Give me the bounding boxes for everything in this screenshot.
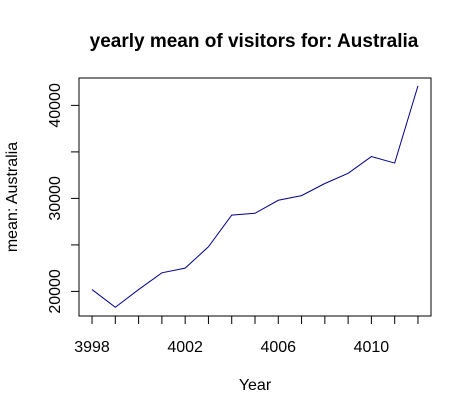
x-tick-label: 3998: [74, 339, 110, 356]
plot-frame: [78, 77, 432, 317]
x-tick-label: 4002: [167, 339, 203, 356]
y-tick-label: 20000: [47, 269, 64, 314]
x-tick-label: 4010: [354, 339, 390, 356]
x-tick-label: 4006: [260, 339, 296, 356]
y-tick-label: 30000: [47, 176, 64, 221]
x-axis: 3998 4002 4006 4010: [74, 315, 419, 356]
y-tick-label: 40000: [47, 83, 64, 128]
x-axis-label: Year: [239, 377, 272, 394]
y-axis-label: mean: Australia: [4, 142, 21, 252]
series-line-australia: [91, 85, 419, 308]
chart-title: yearly mean of visitors for: Australia: [90, 31, 419, 52]
y-axis: 20000 30000 40000: [47, 83, 80, 314]
